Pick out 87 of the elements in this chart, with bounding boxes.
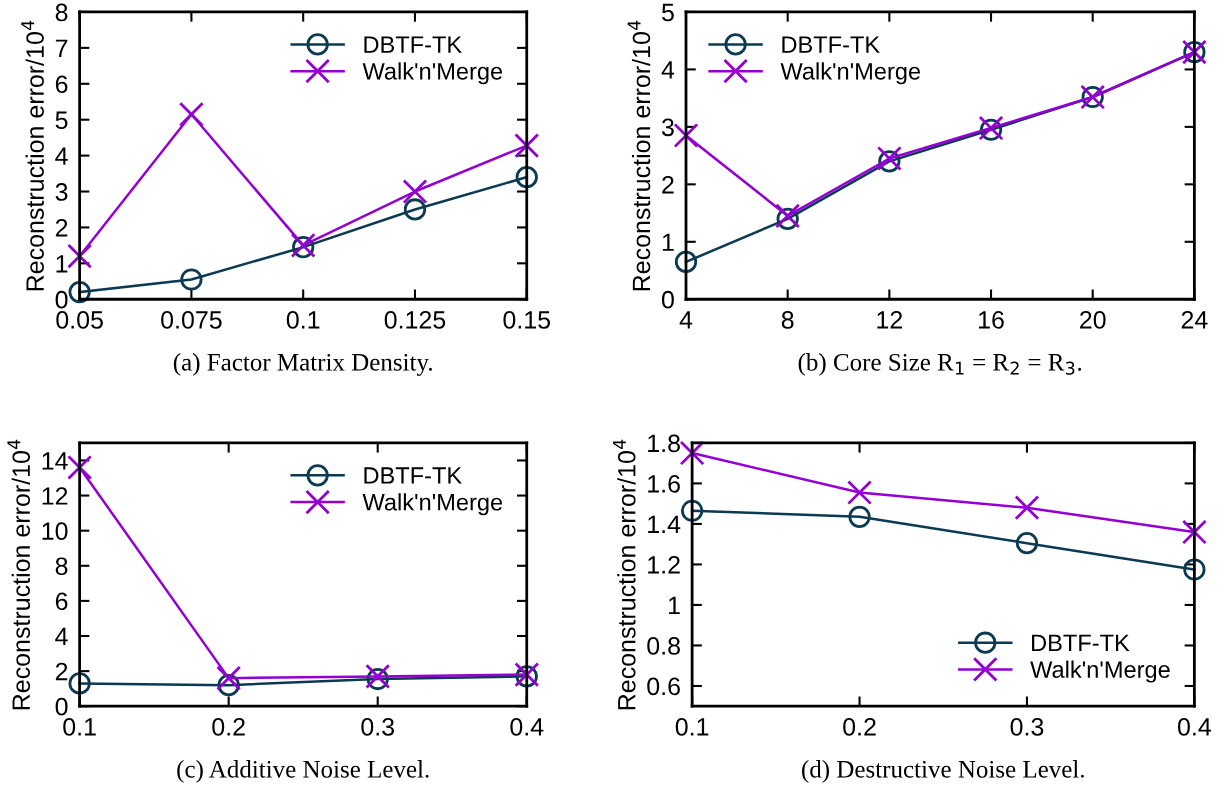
y-tick-label: 3 bbox=[55, 183, 68, 201]
point bbox=[673, 123, 699, 148]
y-tick-label: 0 bbox=[55, 290, 68, 309]
x-tick-label: 0.3 bbox=[361, 718, 394, 736]
x-axis-title: (c) Additive Noise Level. bbox=[177, 760, 429, 783]
y-tick-label: 10 bbox=[42, 522, 68, 540]
point bbox=[178, 101, 204, 127]
point bbox=[180, 268, 203, 291]
y-tick-label: 4 bbox=[55, 627, 68, 646]
point bbox=[848, 505, 871, 528]
x-tick-label: 8 bbox=[781, 311, 794, 329]
y-tick-label: 6 bbox=[55, 75, 68, 94]
x-tick-label: 0.4 bbox=[1177, 718, 1212, 736]
x-tick-label: 0.1 bbox=[675, 718, 709, 736]
point bbox=[1014, 495, 1040, 521]
y-tick-label: 1.2 bbox=[648, 556, 680, 574]
y-tick-label: 1.6 bbox=[648, 475, 680, 493]
x-tick-label: 0.4 bbox=[510, 718, 544, 736]
x-tick-label: 20 bbox=[1080, 311, 1106, 329]
y-tick-label: 0.6 bbox=[647, 677, 680, 696]
y-tick-label: 2 bbox=[55, 219, 68, 237]
y-tick-label: 8 bbox=[55, 3, 68, 22]
point bbox=[402, 179, 428, 205]
y-tick-label: 1.4 bbox=[648, 515, 681, 533]
point bbox=[679, 440, 705, 466]
point bbox=[1183, 558, 1206, 581]
point bbox=[514, 133, 540, 159]
legend-label: DBTF-TK bbox=[1032, 634, 1130, 651]
y-axis-title: Reconstruction error/10$^{4}$ bbox=[7, 439, 31, 710]
legend-label: Walk'n'Merge bbox=[1030, 660, 1170, 683]
y-tick-label: 2 bbox=[55, 662, 68, 681]
x-tick-label: 0.05 bbox=[56, 311, 103, 329]
y-tick-label: 5 bbox=[55, 111, 68, 129]
y-tick-label: 0.8 bbox=[647, 637, 680, 655]
x-axis-title: (b) Core Size R$_{1}$ = R$_{2}$ = R$_{3}$. bbox=[798, 353, 1082, 376]
point bbox=[515, 166, 538, 189]
x-axis-title: (d) Destructive Noise Level. bbox=[802, 760, 1084, 783]
y-tick-label: 4 bbox=[55, 147, 68, 165]
point bbox=[216, 665, 242, 691]
y-tick-label: 7 bbox=[55, 39, 68, 57]
x-tick-label: 0.1 bbox=[63, 718, 96, 736]
point bbox=[847, 480, 873, 506]
point bbox=[1181, 519, 1207, 545]
y-axis-title: Reconstruction error/10$^{4}$ bbox=[613, 439, 636, 710]
y-axis-title: Reconstruction error/10$^{4}$ bbox=[627, 20, 651, 291]
y-tick-label: 8 bbox=[55, 557, 68, 576]
y-tick-label: 3 bbox=[661, 118, 674, 137]
y-tick-label: 14 bbox=[42, 452, 68, 470]
legend-label: DBTF-TK bbox=[782, 36, 880, 53]
x-tick-label: 0.075 bbox=[161, 311, 222, 329]
x-tick-label: 24 bbox=[1181, 311, 1208, 329]
y-tick-label: 1.8 bbox=[648, 434, 680, 453]
legend-label: DBTF-TK bbox=[364, 467, 462, 484]
y-tick-label: 1 bbox=[56, 255, 68, 273]
point bbox=[68, 280, 91, 304]
legend-label: Walk'n'Merge bbox=[780, 62, 921, 85]
point bbox=[1015, 532, 1039, 555]
point bbox=[67, 243, 93, 269]
legend-label: DBTF-TK bbox=[364, 36, 462, 53]
y-tick-label: 0 bbox=[55, 697, 68, 716]
y-axis-title: Reconstruction error/10$^{4}$ bbox=[21, 20, 44, 291]
legend-label: Walk'n'Merge bbox=[362, 493, 503, 516]
y-tick-label: 5 bbox=[661, 3, 674, 22]
x-tick-label: 0.3 bbox=[1010, 718, 1044, 736]
point bbox=[68, 672, 91, 695]
x-tick-label: 16 bbox=[979, 311, 1004, 329]
x-axis-title: (a) Factor Matrix Density. bbox=[173, 353, 432, 376]
x-tick-label: 12 bbox=[877, 311, 902, 329]
point bbox=[681, 499, 704, 522]
legend-label: Walk'n'Merge bbox=[362, 62, 503, 85]
y-tick-label: 0 bbox=[661, 290, 674, 309]
x-tick-label: 0.125 bbox=[384, 311, 446, 329]
y-tick-label: 12 bbox=[42, 487, 68, 505]
x-tick-label: 0.15 bbox=[503, 311, 551, 329]
x-tick-label: 4 bbox=[679, 311, 693, 329]
y-tick-label: 1 bbox=[669, 596, 680, 614]
y-tick-label: 4 bbox=[661, 61, 675, 79]
y-tick-label: 1 bbox=[662, 233, 674, 251]
y-tick-label: 6 bbox=[55, 592, 68, 611]
point bbox=[876, 145, 902, 171]
point bbox=[674, 250, 698, 274]
point bbox=[403, 198, 427, 221]
x-tick-label: 0.1 bbox=[286, 311, 320, 329]
x-tick-label: 0.2 bbox=[212, 718, 245, 736]
point bbox=[67, 454, 93, 480]
y-tick-label: 2 bbox=[662, 175, 674, 194]
x-tick-label: 0.2 bbox=[843, 718, 876, 736]
